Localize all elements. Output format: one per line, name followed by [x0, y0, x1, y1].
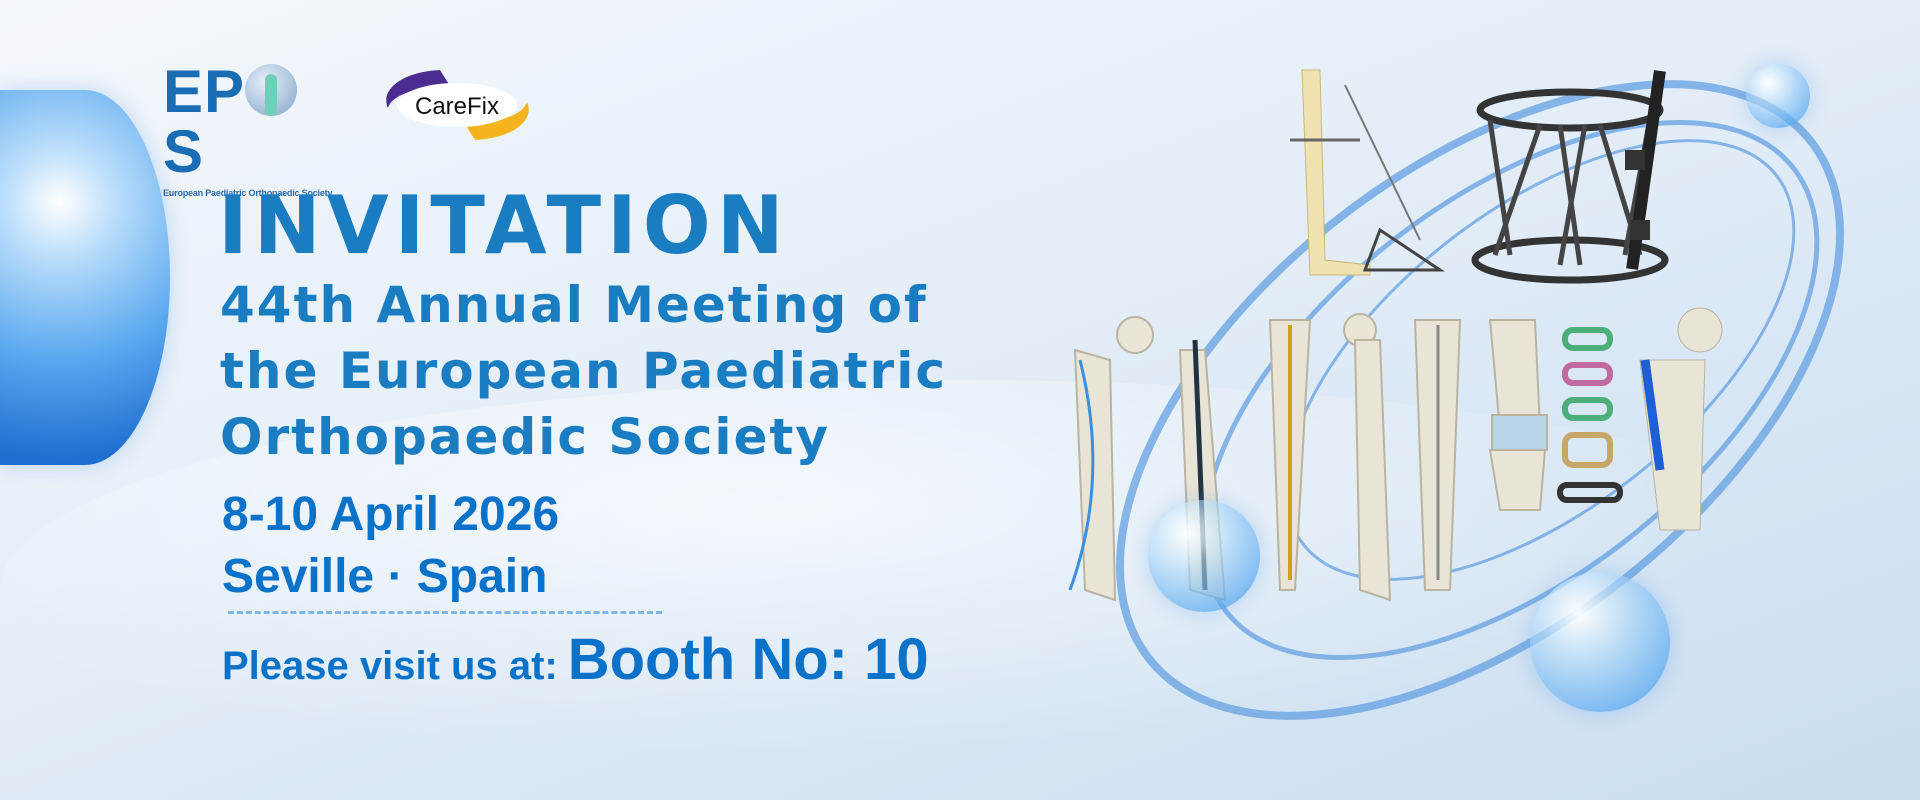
bubble-decoration: [1530, 572, 1670, 712]
product-showcase: [1068, 69, 1844, 720]
femur-retrograde-nail-icon: [1343, 313, 1392, 602]
orbit-rings: [1116, 80, 1844, 720]
tibia-intramedullary-nail-icon: [1413, 319, 1462, 591]
invitation-title: INVITATION: [218, 179, 790, 272]
external-fixator-foot-icon: [1290, 69, 1445, 276]
tibia-nail-icon: [1268, 319, 1312, 591]
meeting-line: 44th Annual Meeting of: [220, 276, 928, 334]
bubble-decoration: [1746, 64, 1810, 128]
epos-logo-subtitle: European Paediatric Orthopaedic Society: [163, 188, 333, 198]
femur-elastic-nails-icon: [1068, 316, 1154, 602]
dashed-divider: [228, 611, 662, 614]
event-dates: 8-10 April 2026: [222, 488, 560, 541]
event-details: 8-10 April 2026 Seville · Spain: [222, 484, 559, 608]
booth-label: Please visit us at:: [222, 644, 558, 688]
bubble-decoration: [1148, 500, 1260, 612]
epos-logo-text: EP S: [163, 62, 338, 182]
carefix-logo-text: CareFix: [415, 93, 499, 120]
booth-number: Booth No: 10: [567, 627, 929, 692]
booth-info: Please visit us at: Booth No: 10: [222, 626, 929, 709]
large-bubble-decoration: [0, 90, 170, 465]
epos-logo: EP S European Paediatric Orthopaedic Soci…: [163, 62, 338, 199]
meeting-description: 44th Annual Meeting of the European Paed…: [220, 272, 1020, 470]
monolateral-fixator-icon: [1625, 70, 1666, 270]
hexapod-ring-fixator-icon: [1471, 88, 1669, 284]
eight-plates-icon: [1557, 327, 1623, 503]
proximal-femur-plate-icon: [1639, 307, 1723, 531]
event-location: Seville · Spain: [222, 550, 548, 603]
meeting-line: Orthopaedic Society: [220, 408, 830, 466]
carefix-logo: CareFix: [380, 66, 535, 144]
meeting-line: the European Paediatric: [220, 342, 947, 400]
knee-guided-growth-icon: [1488, 319, 1548, 511]
